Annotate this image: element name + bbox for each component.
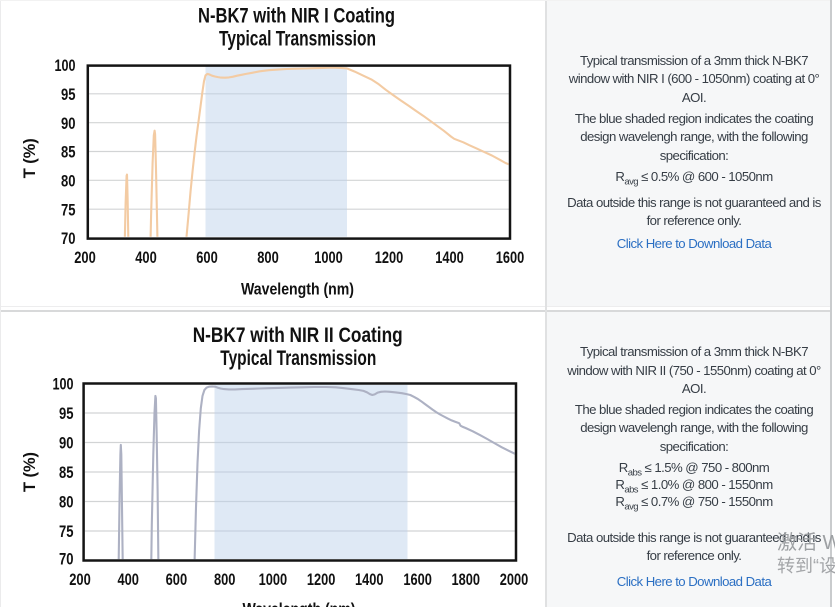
svg-text:400: 400 [135, 248, 157, 267]
svg-text:Wavelength (nm): Wavelength (nm) [241, 280, 354, 299]
svg-text:1600: 1600 [496, 248, 525, 267]
svg-text:1600: 1600 [403, 570, 432, 589]
svg-text:95: 95 [59, 404, 74, 423]
svg-text:75: 75 [61, 200, 76, 219]
svg-text:600: 600 [196, 248, 218, 267]
svg-text:100: 100 [53, 375, 74, 394]
svg-text:T (%): T (%) [20, 452, 39, 492]
svg-text:Wavelength (nm): Wavelength (nm) [243, 600, 356, 607]
svg-text:T (%): T (%) [20, 138, 39, 178]
svg-text:400: 400 [117, 570, 139, 589]
svg-text:2000: 2000 [500, 570, 529, 589]
svg-text:1800: 1800 [452, 570, 481, 589]
svg-text:100: 100 [55, 56, 76, 75]
svg-text:70: 70 [61, 229, 76, 248]
svg-text:1000: 1000 [259, 570, 288, 589]
svg-text:1200: 1200 [307, 570, 336, 589]
svg-text:200: 200 [74, 248, 96, 267]
svg-text:Typical Transmission: Typical Transmission [219, 27, 376, 50]
svg-text:75: 75 [59, 522, 74, 541]
svg-text:Typical Transmission: Typical Transmission [220, 347, 376, 370]
svg-text:1200: 1200 [375, 248, 404, 267]
svg-text:80: 80 [61, 172, 76, 191]
svg-text:800: 800 [214, 570, 236, 589]
svg-text:N-BK7 with NIR I Coating: N-BK7 with NIR I Coating [198, 4, 395, 27]
svg-text:90: 90 [59, 434, 74, 453]
svg-text:800: 800 [257, 248, 279, 267]
svg-text:85: 85 [61, 143, 76, 162]
svg-text:600: 600 [166, 570, 188, 589]
svg-text:90: 90 [61, 114, 76, 133]
svg-text:80: 80 [59, 493, 74, 512]
svg-text:1400: 1400 [355, 570, 384, 589]
svg-text:1000: 1000 [314, 248, 343, 267]
svg-text:85: 85 [59, 463, 74, 482]
svg-text:200: 200 [69, 570, 91, 589]
svg-text:95: 95 [61, 85, 76, 104]
svg-text:N-BK7 with NIR II Coating: N-BK7 with NIR II Coating [193, 324, 403, 347]
svg-text:1400: 1400 [435, 248, 464, 267]
svg-text:70: 70 [59, 550, 74, 569]
